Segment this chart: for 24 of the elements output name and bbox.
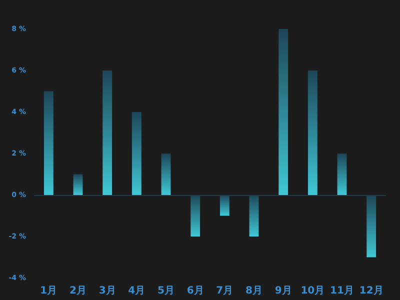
bar <box>44 91 54 195</box>
bar <box>190 195 200 236</box>
x-tick-label: 9月 <box>274 286 292 296</box>
x-tick-label: 3月 <box>98 286 116 296</box>
x-tick-label: 5月 <box>158 286 174 296</box>
bar <box>249 195 259 236</box>
bar <box>73 174 83 195</box>
x-tick-label: 1月 <box>40 286 58 296</box>
x-tick-label: 7月 <box>216 286 234 296</box>
bar <box>102 70 112 195</box>
bar <box>366 195 376 258</box>
x-tick-label: 8月 <box>246 286 262 296</box>
x-tick-label: 12月 <box>359 286 384 296</box>
bar <box>278 29 288 195</box>
x-tick-label: 10月 <box>300 286 325 296</box>
x-tick-label: 4月 <box>128 286 146 296</box>
x-tick-label: 11月 <box>330 286 354 296</box>
x-tick-label: 2月 <box>70 286 86 296</box>
bar <box>337 154 347 195</box>
bar <box>161 154 171 195</box>
x-tick-label: 6月 <box>186 286 204 296</box>
bar <box>220 195 230 216</box>
bar <box>308 70 318 195</box>
bar <box>132 112 142 195</box>
